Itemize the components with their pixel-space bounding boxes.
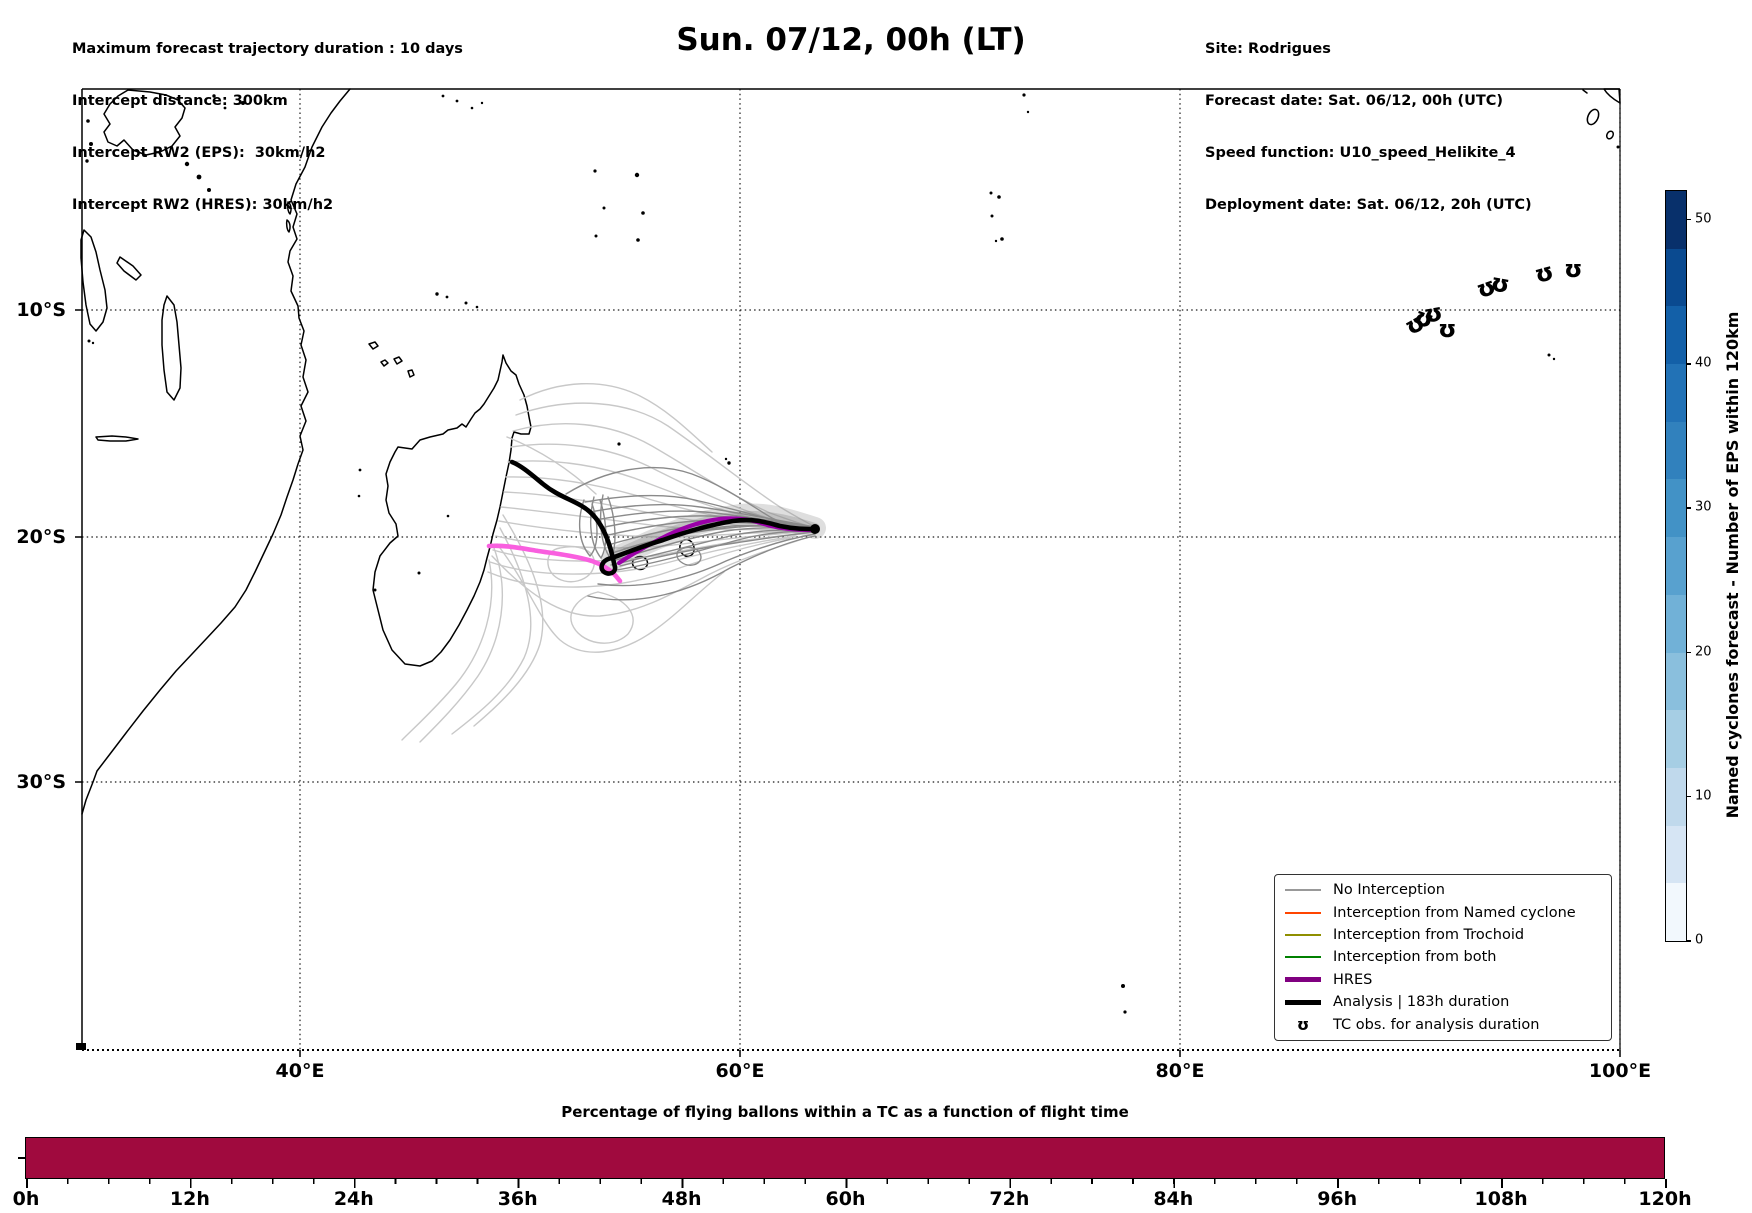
colorbar-segment	[1666, 652, 1686, 711]
colorbar-tick	[1686, 651, 1691, 653]
map-legend: No Interception Interception from Named …	[1274, 874, 1612, 1041]
colorbar-tick-20: 20	[1695, 644, 1712, 659]
legend-label: Interception from Named cyclone	[1333, 904, 1576, 921]
tc-symbol-icon: ʊ	[1296, 1014, 1310, 1034]
colorbar-tick-10: 10	[1695, 788, 1712, 804]
legend-item-hres: HRES	[1275, 972, 1611, 988]
colorbar-segment	[1666, 825, 1686, 884]
legend-item-trochoid: Interception from Trochoid	[1275, 927, 1611, 943]
flight-time-tick-84h: 84h	[1153, 1188, 1194, 1210]
max-duration-line: Maximum forecast trajectory duration : 1…	[72, 40, 463, 57]
olive-line-swatch	[1285, 934, 1321, 937]
colorbar-segment	[1666, 537, 1686, 595]
map-spines	[75, 88, 1621, 1057]
purple-line-swatch	[1285, 977, 1321, 983]
island-specks	[85, 93, 1620, 1014]
forecast-date-line: Forecast date: Sat. 06/12, 00h (UTC)	[1205, 93, 1504, 110]
deployment-date-line: Deployment date: Sat. 06/12, 20h (UTC)	[1205, 197, 1532, 214]
green-line-swatch	[1285, 956, 1321, 959]
legend-label: Interception from both	[1333, 949, 1497, 966]
rodrigues-endpoint-marker	[810, 524, 820, 534]
flight-time-tick-120h: 120h	[1638, 1188, 1692, 1210]
gray-line-swatch	[1285, 889, 1321, 892]
legend-label: No Interception	[1333, 882, 1445, 899]
hres-balloon-track	[486, 543, 623, 584]
flight-time-tick-60h: 60h	[825, 1188, 866, 1210]
svg-text:ʊ: ʊ	[1489, 268, 1512, 299]
flight-time-tick-48h: 48h	[661, 1188, 702, 1210]
svg-text:ʊ: ʊ	[1422, 298, 1445, 329]
colorbar-segment	[1666, 710, 1686, 768]
lat-tick-20s: 20°S	[16, 526, 66, 548]
colorbar-tick	[1686, 795, 1691, 798]
legend-item-tc-obs: ʊ TC obs. for analysis duration	[1275, 1014, 1611, 1034]
legend-item-no-interception: No Interception	[1275, 882, 1611, 898]
colorbar-segment	[1666, 364, 1686, 422]
flight-time-tick-12h: 12h	[169, 1188, 210, 1210]
flying-balloons-bar	[25, 1137, 1665, 1179]
legend-item-both: Interception from both	[1275, 949, 1611, 965]
site-line: Site: Rodrigues	[1205, 40, 1331, 57]
legend-label: Interception from Trochoid	[1333, 927, 1525, 944]
colorbar-axis-label: Named cyclones forecast - Number of EPS …	[1723, 311, 1742, 819]
svg-text:ʊ: ʊ	[1438, 315, 1457, 343]
flight-time-tick-96h: 96h	[1317, 1188, 1358, 1210]
flight-time-tick-24h: 24h	[333, 1188, 374, 1210]
site-info-block: Site: Rodrigues Forecast date: Sat. 06/1…	[1205, 6, 1532, 250]
lon-tick-40e: 40°E	[275, 1060, 325, 1082]
legend-label: Analysis | 183h duration	[1333, 994, 1510, 1011]
bottom-chart-major-ticks	[26, 1179, 1668, 1188]
figure-title: Sun. 07/12, 00h (LT)	[676, 22, 1026, 58]
legend-label: TC obs. for analysis duration	[1333, 1016, 1540, 1033]
colorbar-segment	[1666, 767, 1686, 826]
colorbar-tick-50: 50	[1695, 211, 1712, 227]
lon-tick-60e: 60°E	[715, 1060, 765, 1082]
black-line-swatch	[1285, 999, 1321, 1005]
colorbar-tick-30: 30	[1695, 499, 1712, 515]
tc-obs-symbols: ʊ ʊ ʊ ʊ ʊ ʊ ʊ ʊ	[1400, 255, 1583, 343]
speed-function-line: Speed function: U10_speed_Helikite_4	[1205, 145, 1516, 162]
colorbar-segment	[1666, 191, 1686, 249]
lon-tick-100e: 100°E	[1588, 1060, 1652, 1082]
orangered-line-swatch	[1285, 911, 1321, 914]
colorbar-tick	[1686, 363, 1691, 365]
colorbar-segment	[1666, 248, 1686, 307]
analysis-track	[509, 459, 817, 576]
bottom-chart-ytick	[18, 1157, 25, 1159]
lat-tick-10s: 10°S	[16, 299, 66, 321]
svg-text:ʊ: ʊ	[1564, 255, 1583, 283]
legend-item-analysis: Analysis | 183h duration	[1275, 994, 1611, 1010]
svg-text:ʊ: ʊ	[1532, 257, 1557, 289]
flight-time-tick-0h: 0h	[12, 1188, 40, 1210]
named-cyclones-colorbar	[1665, 190, 1687, 942]
flight-time-tick-36h: 36h	[497, 1188, 538, 1210]
colorbar-segment	[1666, 883, 1686, 941]
colorbar-segment	[1666, 479, 1686, 538]
lat-tick-30s: 30°S	[16, 771, 66, 793]
colorbar-tick	[1686, 507, 1691, 509]
colorbar-tick	[1686, 218, 1691, 221]
coastlines	[80, 88, 1621, 815]
colorbar-segment	[1666, 421, 1686, 480]
flight-time-tick-108h: 108h	[1474, 1188, 1528, 1210]
lon-tick-80e: 80°E	[1155, 1060, 1205, 1082]
legend-item-named-cyclone: Interception from Named cyclone	[1275, 905, 1611, 921]
flight-time-tick-72h: 72h	[989, 1188, 1030, 1210]
colorbar-segment	[1666, 306, 1686, 365]
bottom-chart-title: Percentage of flying ballons within a TC…	[561, 1103, 1129, 1121]
legend-label: HRES	[1333, 971, 1373, 988]
colorbar-tick-0: 0	[1695, 932, 1704, 948]
colorbar-segment	[1666, 594, 1686, 653]
colorbar-tick-40: 40	[1695, 355, 1712, 371]
intercept-rw2-hres-line: Intercept RW2 (HRES): 30km/h2	[72, 197, 334, 214]
colorbar-tick	[1686, 940, 1691, 942]
